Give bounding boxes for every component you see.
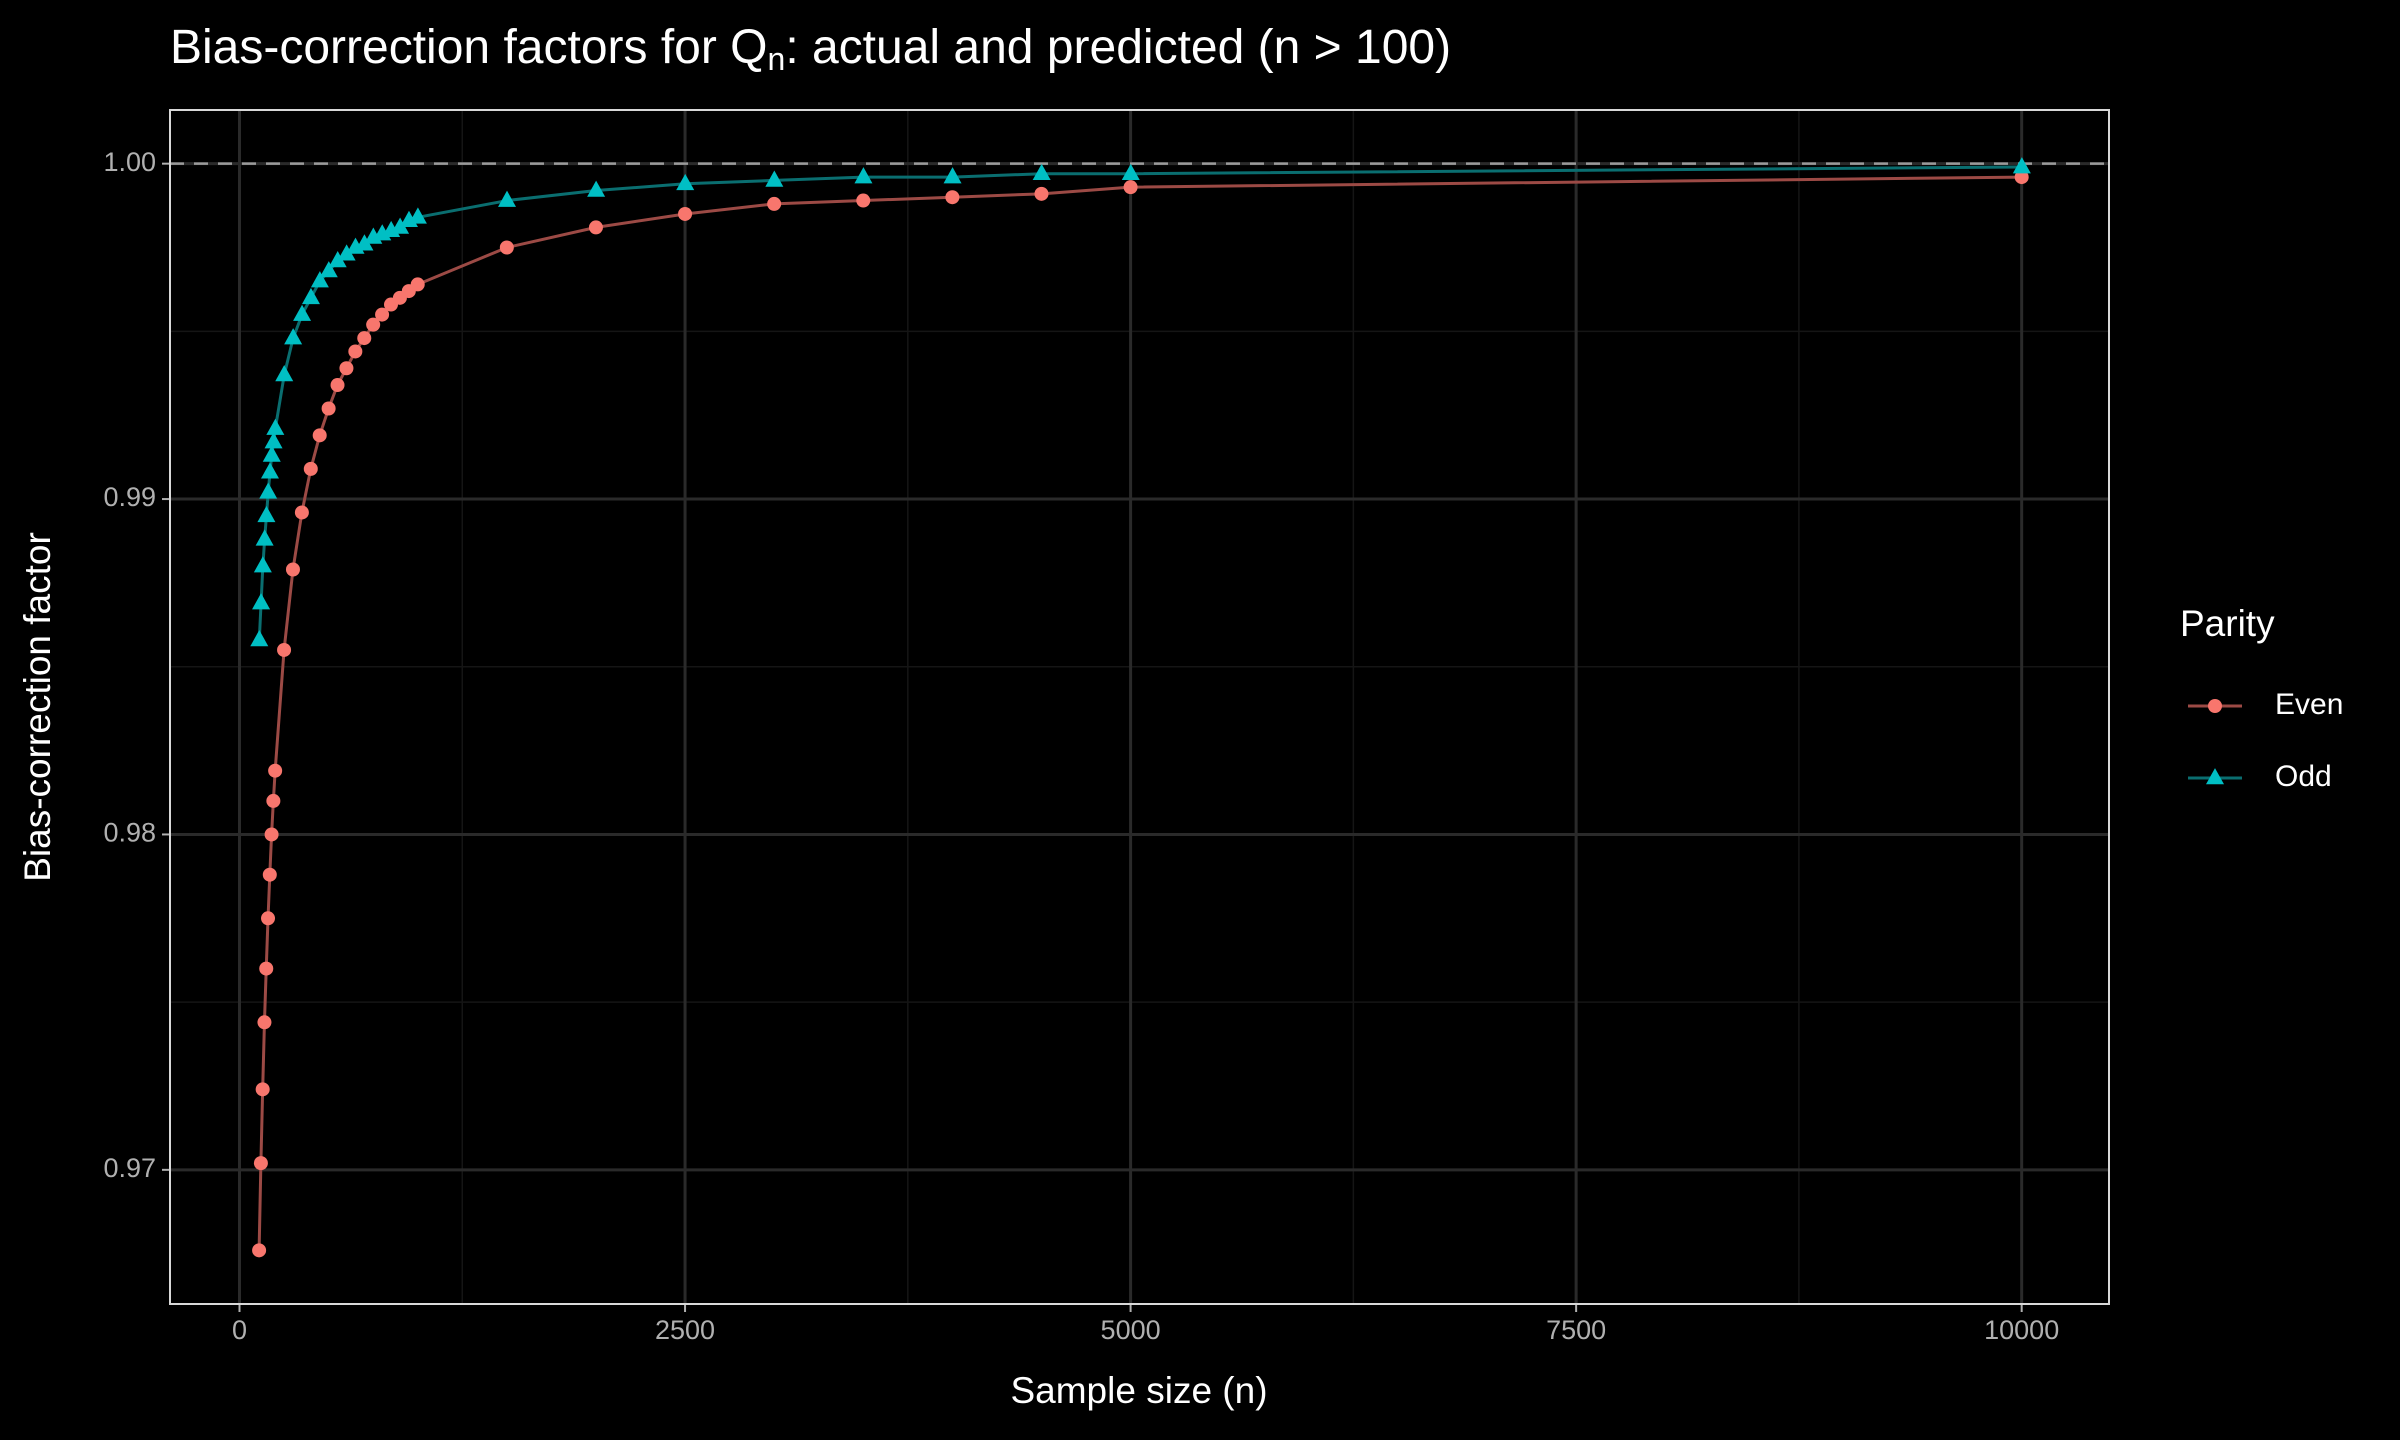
y-tick-label: 1.00 [103,147,156,177]
data-point [678,206,693,221]
data-point [266,793,281,808]
data-point [266,418,285,435]
data-point [262,867,277,882]
data-point [257,505,276,523]
x-axis-label: Sample size (n) [1010,1370,1267,1411]
data-point [255,1082,270,1097]
data-point [1034,186,1049,201]
data-point [257,1015,272,1030]
x-tick-label: 10000 [1984,1315,2059,1345]
data-point [391,217,410,234]
data-point [499,240,514,255]
data-point [253,1156,268,1171]
data-point [321,401,336,416]
data-point [408,207,427,224]
data-point [854,167,873,184]
data-point [261,911,276,926]
data-point [943,167,962,184]
data-point [264,827,279,842]
data-point [253,556,272,573]
data-point [259,482,278,499]
data-point [275,365,294,382]
data-point [945,190,960,205]
plot-border [169,109,2110,1305]
data-point [259,961,274,976]
data-point [312,428,327,443]
data-point [260,462,279,479]
y-tick-label: 0.98 [103,818,156,848]
data-point [277,642,292,657]
data-point [588,220,603,235]
legend-key-marker [2206,768,2224,785]
data-point [262,445,281,462]
y-tick-label: 0.99 [103,482,156,512]
x-tick-label: 5000 [1101,1315,1161,1345]
data-point [2012,157,2031,174]
data-point [339,361,354,376]
data-point [268,763,283,778]
title-text: Bias-correction factors for Q [170,21,768,74]
data-point [767,196,782,211]
data-point [252,1243,267,1258]
data-point [1121,163,1140,181]
title-text: : actual and predicted (n > 100) [785,21,1451,74]
data-point [337,244,356,261]
data-point [676,173,695,191]
x-tick-label: 0 [232,1315,247,1345]
y-tick-label: 0.97 [103,1153,156,1183]
x-tick-label: 2500 [655,1315,715,1345]
data-point [293,304,312,321]
title-subscript: n [768,41,786,77]
data-point [284,328,303,345]
data-point [355,234,374,251]
data-point [301,287,320,305]
legend-title: Parity [2180,603,2275,644]
data-point [303,461,318,476]
data-point [357,331,372,346]
data-point [264,432,283,449]
data-point [310,271,329,288]
data-point [328,251,347,268]
data-point [375,307,390,322]
legend-label: Odd [2275,760,2332,793]
legend-key-marker [2208,699,2222,713]
x-tick-label: 7500 [1546,1315,1606,1345]
data-point [2014,170,2029,185]
data-point [765,170,784,187]
data-point [348,344,363,359]
data-point [252,593,271,610]
data-point [255,529,274,546]
data-point [366,317,381,332]
y-axis-label: Bias-correction factor [17,532,58,882]
data-point [498,190,517,207]
data-point [410,277,425,292]
data-point [250,630,269,647]
data-point [1123,180,1138,195]
data-point [587,180,606,197]
data-point [319,261,338,278]
data-point [1032,163,1051,181]
data-point [856,193,871,208]
legend-label: Even [2275,688,2343,721]
data-point [285,562,300,577]
chart-title: Bias-correction factors for Qn: actual a… [170,21,1451,78]
data-point [330,378,345,393]
data-point [294,505,309,520]
